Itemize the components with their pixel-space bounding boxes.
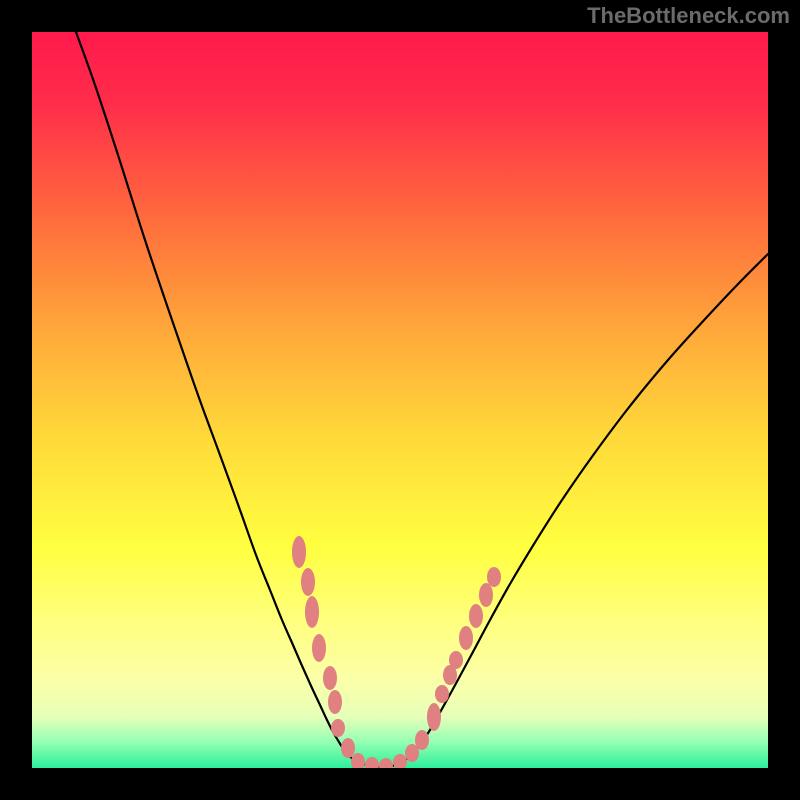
data-marker xyxy=(341,738,355,758)
data-marker xyxy=(292,536,306,568)
data-marker xyxy=(312,634,326,662)
data-marker xyxy=(435,685,449,703)
plot-area xyxy=(32,32,768,768)
chart-frame: TheBottleneck.com xyxy=(0,0,800,800)
data-marker xyxy=(415,730,429,750)
data-marker xyxy=(479,583,493,607)
data-marker xyxy=(459,626,473,650)
data-marker xyxy=(449,651,463,669)
data-marker xyxy=(305,596,319,628)
data-marker xyxy=(331,719,345,737)
plot-svg xyxy=(32,32,768,768)
data-marker xyxy=(469,604,483,628)
data-marker xyxy=(323,666,337,690)
data-marker xyxy=(427,703,441,731)
data-marker xyxy=(328,690,342,714)
data-marker xyxy=(487,567,501,587)
data-marker xyxy=(301,568,315,596)
gradient-background xyxy=(32,32,768,768)
watermark-text: TheBottleneck.com xyxy=(587,3,790,29)
